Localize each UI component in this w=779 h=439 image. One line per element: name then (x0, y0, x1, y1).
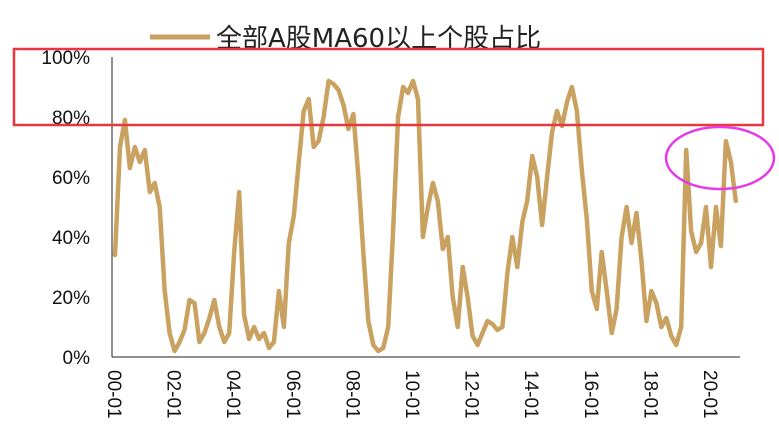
x-tick-group: 00-01 02-01 04-01 06-01 08-01 10-01 12-0… (103, 370, 720, 419)
x-tick-label-4: 08-01 (341, 370, 362, 419)
x-tick-label-9: 18-01 (639, 370, 660, 419)
x-tick-label-2: 04-01 (222, 370, 243, 419)
x-axis: 00-01 02-01 04-01 06-01 08-01 10-01 12-0… (103, 356, 740, 419)
y-tick-label-0: 0% (63, 348, 91, 369)
x-tick-label-8: 16-01 (580, 370, 601, 419)
y-tick-label-1: 20% (52, 288, 90, 309)
y-tick-label-3: 60% (52, 168, 90, 189)
highlight-ellipse (664, 125, 776, 191)
series-line (112, 78, 739, 354)
x-tick-label-3: 06-01 (282, 370, 303, 419)
x-tick-label-0: 00-01 (103, 370, 124, 419)
y-tick-group: 0% 20% 40% 60% 80% 100% (41, 48, 90, 369)
y-tick-label-5: 100% (41, 48, 90, 69)
highlight-rectangle (12, 47, 765, 127)
x-tick-label-7: 14-01 (520, 370, 541, 419)
x-tick-label-5: 10-01 (401, 370, 422, 419)
x-tick-label-10: 20-01 (699, 370, 720, 419)
y-axis: 0% 20% 40% 60% 80% 100% (41, 48, 113, 369)
x-tick-label-6: 12-01 (461, 370, 482, 419)
y-tick-label-2: 40% (52, 228, 90, 249)
x-tick-label-1: 02-01 (163, 370, 184, 419)
